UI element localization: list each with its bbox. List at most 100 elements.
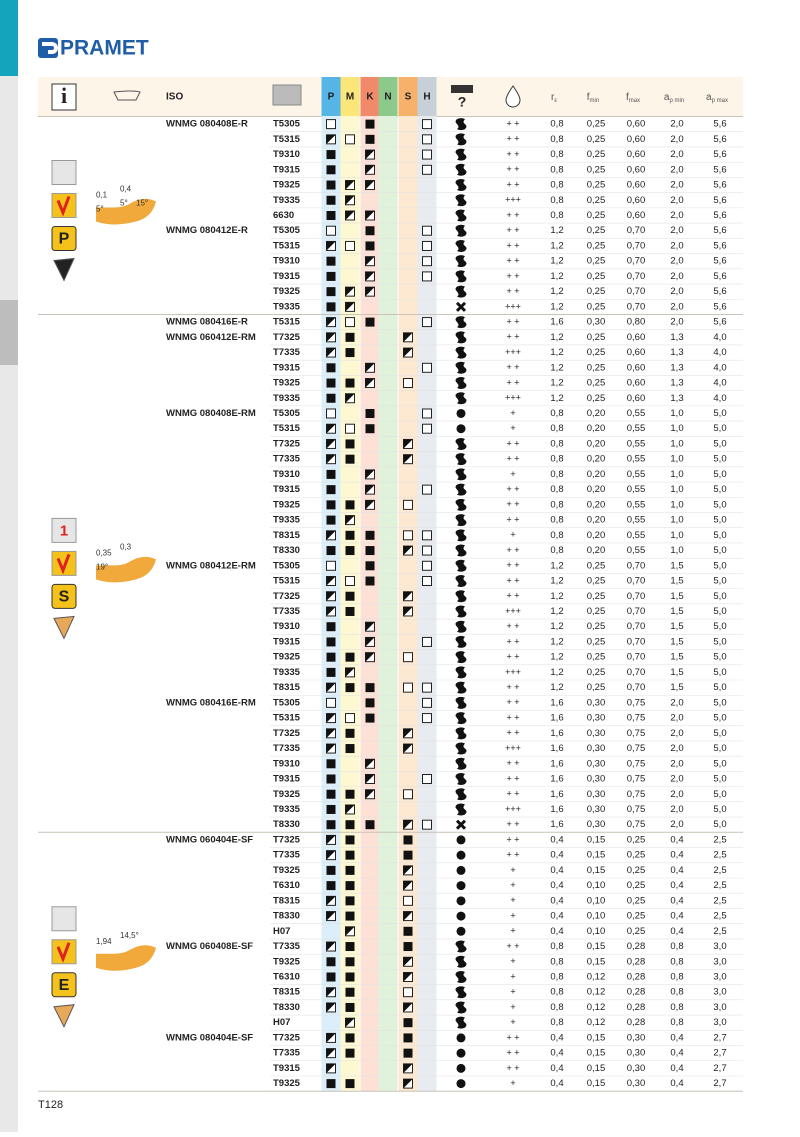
grade: T9310 bbox=[273, 149, 300, 160]
grade: T5305 bbox=[273, 225, 301, 236]
symbol-half bbox=[403, 1063, 413, 1073]
value: 2,0 bbox=[670, 317, 683, 328]
value: 0,25 bbox=[587, 286, 606, 297]
value: 0,25 bbox=[627, 895, 646, 906]
feed-rating: +++ bbox=[505, 195, 521, 205]
icon-letter-box bbox=[51, 225, 77, 251]
symbol-box bbox=[422, 134, 432, 145]
grade: T9325 bbox=[273, 956, 301, 967]
feed-rating: + bbox=[510, 865, 515, 875]
value: 1,2 bbox=[550, 378, 563, 389]
chip-cross bbox=[455, 301, 467, 312]
value: 2,5 bbox=[713, 850, 726, 861]
symbol-half bbox=[365, 500, 375, 510]
value: 1,2 bbox=[550, 652, 563, 663]
value: 1,6 bbox=[550, 317, 563, 328]
grade: T9315 bbox=[273, 362, 301, 373]
value: 3,0 bbox=[713, 1017, 726, 1028]
value: 1,0 bbox=[670, 499, 683, 510]
feed-rating: +++ bbox=[505, 606, 521, 616]
value: 5,6 bbox=[713, 271, 726, 282]
value: 0,4 bbox=[550, 880, 563, 891]
symbol-full bbox=[345, 332, 355, 342]
symbol-half bbox=[326, 317, 336, 327]
symbol-full bbox=[345, 896, 355, 906]
side-top bbox=[0, 0, 18, 76]
value: 0,75 bbox=[627, 789, 646, 800]
value: 0,70 bbox=[627, 286, 646, 297]
icon-letter: P bbox=[59, 231, 70, 248]
symbol-half bbox=[326, 332, 336, 342]
grade: T7335 bbox=[273, 1048, 301, 1059]
symbol-half bbox=[345, 302, 355, 312]
value: 1,3 bbox=[670, 362, 683, 373]
value: 0,20 bbox=[587, 469, 606, 480]
grade: T7335 bbox=[273, 347, 301, 358]
value: 2,0 bbox=[670, 164, 683, 175]
value: 0,15 bbox=[587, 1048, 606, 1059]
iso-header: ISO bbox=[166, 92, 183, 103]
symbol-full bbox=[403, 850, 413, 860]
value: 0,8 bbox=[550, 423, 563, 434]
value: 0,30 bbox=[587, 758, 606, 769]
value: 0,60 bbox=[627, 362, 646, 373]
value: 4,0 bbox=[713, 378, 726, 389]
symbol-full bbox=[326, 485, 336, 495]
symbol-half bbox=[403, 744, 413, 754]
feed-rating: + + bbox=[506, 499, 519, 509]
symbol-box bbox=[345, 134, 355, 145]
symbol-half bbox=[403, 348, 413, 358]
value: 5,0 bbox=[713, 408, 726, 419]
value: 4,0 bbox=[713, 393, 726, 404]
value: 5,0 bbox=[713, 515, 726, 526]
value: 2,0 bbox=[670, 225, 683, 236]
symbol-half bbox=[365, 637, 375, 647]
value: 0,20 bbox=[587, 499, 606, 510]
value: 5,0 bbox=[713, 728, 726, 739]
value: 0,4 bbox=[670, 850, 683, 861]
chip-wave bbox=[455, 742, 467, 755]
symbol-full bbox=[326, 957, 336, 967]
feed-rating: + bbox=[510, 895, 515, 905]
symbol-half bbox=[345, 180, 355, 190]
symbol-half bbox=[403, 728, 413, 738]
grade: T8315 bbox=[273, 682, 301, 693]
grade: T7325 bbox=[273, 834, 301, 845]
chip-wave bbox=[455, 133, 467, 146]
value: 5,0 bbox=[713, 591, 726, 602]
symbol-half bbox=[326, 1033, 336, 1043]
value: 5,0 bbox=[713, 576, 726, 587]
value: 1,2 bbox=[550, 332, 563, 343]
chip-wave bbox=[455, 803, 467, 816]
value: 0,25 bbox=[587, 606, 606, 617]
symbol-half bbox=[403, 865, 413, 875]
symbol-box bbox=[345, 576, 355, 587]
value: 0,60 bbox=[627, 210, 646, 221]
iso-code: WNMG 080416E-R bbox=[166, 317, 248, 328]
value: 0,8 bbox=[550, 941, 563, 952]
symbol-box bbox=[422, 576, 432, 587]
value: 0,4 bbox=[670, 865, 683, 876]
chip-wave bbox=[455, 148, 467, 161]
symbol-full bbox=[326, 180, 336, 190]
value: 1,6 bbox=[550, 697, 563, 708]
value: 0,55 bbox=[627, 469, 646, 480]
value: 1,2 bbox=[550, 621, 563, 632]
value: 5,0 bbox=[713, 469, 726, 480]
value: 5,0 bbox=[713, 530, 726, 541]
value: 0,30 bbox=[587, 713, 606, 724]
value: 5,0 bbox=[713, 438, 726, 449]
value: 0,4 bbox=[550, 911, 563, 922]
symbol-full bbox=[365, 241, 375, 251]
symbol-full bbox=[403, 926, 413, 936]
symbol-half bbox=[345, 287, 355, 297]
feed-rating: + + bbox=[506, 712, 519, 722]
symbol-box bbox=[422, 530, 432, 541]
chip-round bbox=[456, 835, 466, 845]
symbol-box bbox=[422, 164, 432, 175]
value: 2,0 bbox=[670, 713, 683, 724]
value: 1,3 bbox=[670, 378, 683, 389]
value: 0,25 bbox=[587, 347, 606, 358]
value: 5,0 bbox=[713, 743, 726, 754]
